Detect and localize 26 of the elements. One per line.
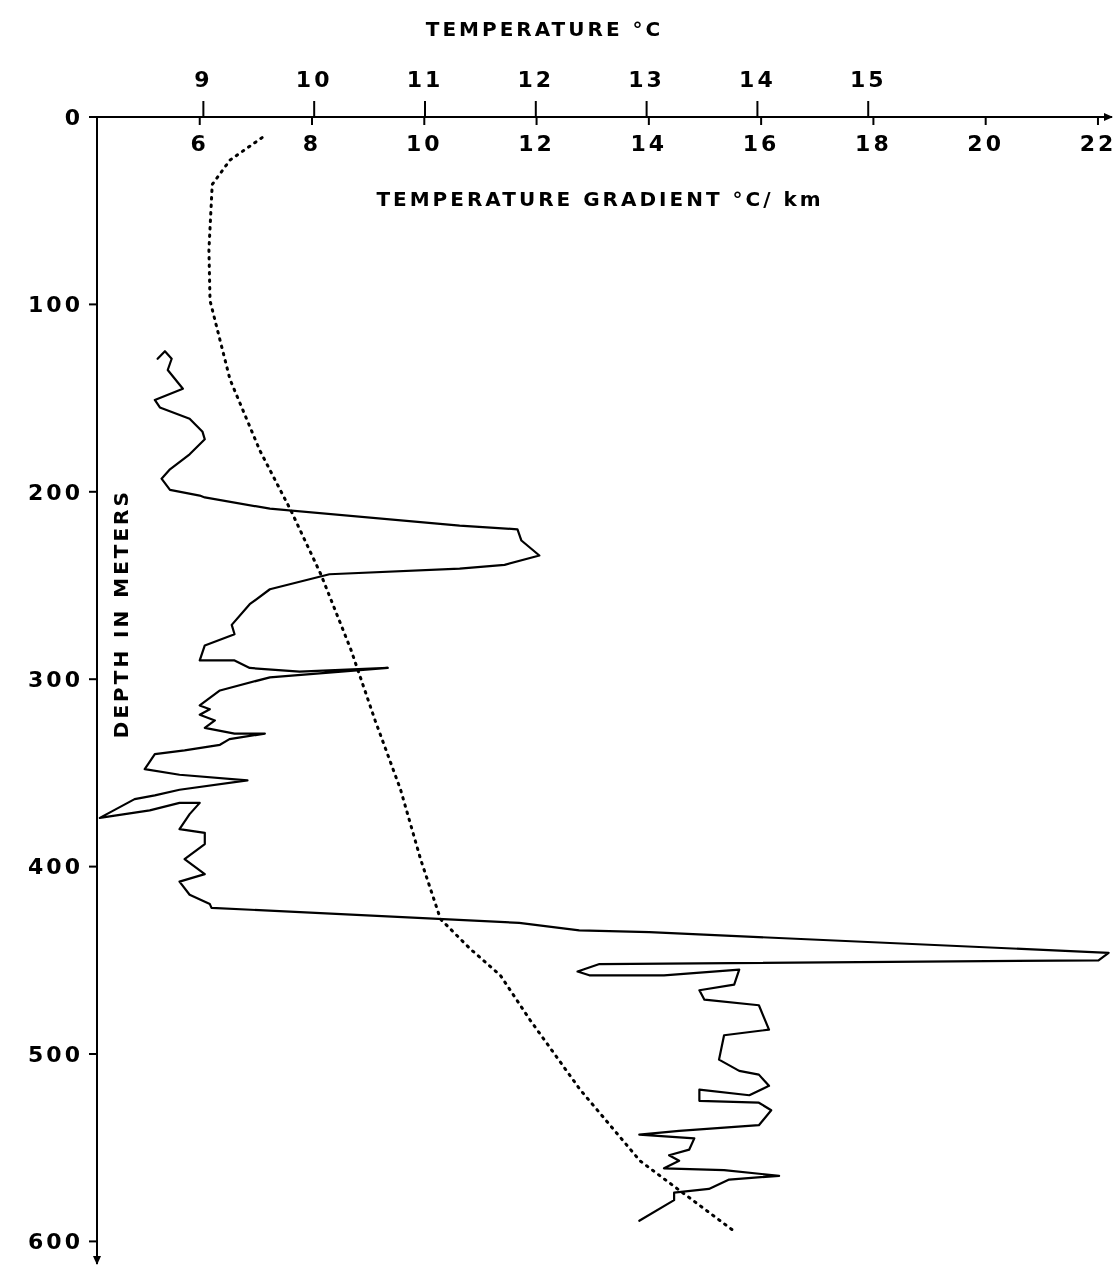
x2-tick-label: 11 (406, 67, 444, 92)
x-tick-label: 12 (518, 131, 555, 156)
y-tick-label: 0 (64, 104, 83, 130)
y-tick-label: 300 (28, 666, 83, 692)
y-axis-title: DEPTH IN METERS (109, 489, 133, 739)
x-tick-label: 14 (630, 131, 668, 156)
y-tick-label: 500 (28, 1041, 83, 1067)
x2-tick-label: 14 (739, 67, 776, 92)
x2-tick-label: 13 (628, 67, 665, 92)
x-tick-label: 6 (190, 131, 209, 156)
x-tick-label: 20 (967, 131, 1004, 156)
x-axis-title: TEMPERATURE GRADIENT °C/ km (376, 187, 824, 211)
x-tick-label: 10 (405, 131, 443, 156)
x-tick-label: 8 (302, 131, 322, 156)
y-tick-label: 100 (28, 292, 83, 318)
y-tick-label: 200 (28, 479, 83, 505)
x-tick-label: 18 (855, 131, 892, 156)
x2-tick-label: 15 (849, 67, 887, 92)
x-tick-label: 22 (1079, 131, 1115, 156)
x2-tick-label: 10 (295, 67, 333, 92)
x2-tick-label: 9 (194, 67, 213, 92)
x-tick-label: 16 (742, 131, 780, 156)
x2-tick-label: 12 (517, 67, 555, 92)
y-tick-label: 600 (28, 1229, 83, 1255)
x2-axis-title: TEMPERATURE °C (425, 17, 664, 41)
y-tick-label: 400 (28, 854, 83, 880)
